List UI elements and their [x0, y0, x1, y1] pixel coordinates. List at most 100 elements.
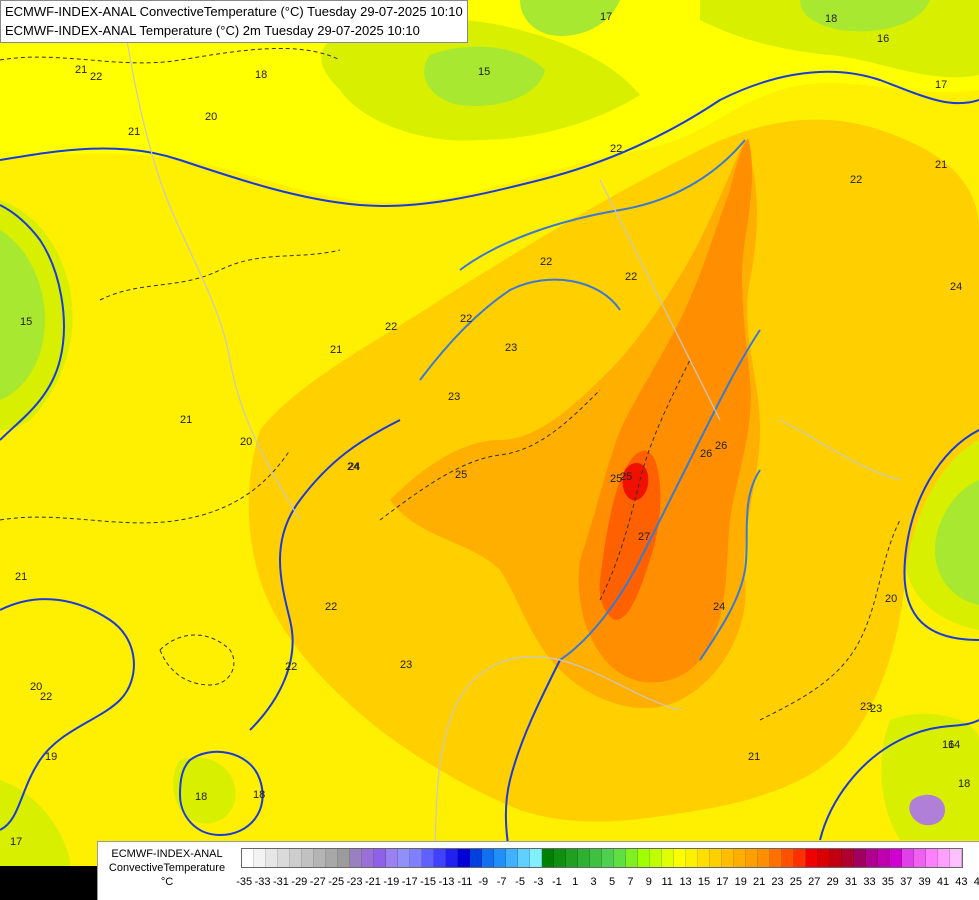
contour-label: 20	[240, 436, 252, 448]
legend-swatch	[902, 849, 914, 867]
legend-swatch	[710, 849, 722, 867]
isotherm-blue-2	[0, 204, 65, 441]
green-zone-topright	[800, 0, 930, 32]
legend-swatch	[758, 849, 770, 867]
legend-swatch	[470, 849, 482, 867]
legend-tick-label: -31	[273, 876, 289, 888]
legend-tick-label: 35	[881, 876, 894, 888]
legend-tick-label: -33	[254, 876, 271, 888]
contour-label: 17	[600, 11, 612, 23]
contour-label: 14	[948, 739, 960, 751]
contour-label: 25	[610, 473, 622, 485]
legend-tick-label: 17	[716, 876, 729, 888]
isotherm-steel-2	[419, 278, 621, 381]
isotherm-steel-4	[699, 469, 761, 661]
contour-label: 25	[455, 469, 467, 481]
contour-label: 21	[128, 126, 140, 138]
legend-swatch	[338, 849, 350, 867]
contour-label: 22	[540, 256, 552, 268]
legend-title-source: ECMWF-INDEX-ANAL	[111, 848, 223, 860]
contour-label: 22	[385, 321, 397, 333]
contour-label: 23	[448, 391, 460, 403]
legend-swatch	[362, 849, 374, 867]
legend-tick-label: 7	[627, 876, 634, 888]
country-border-1	[119, 0, 301, 521]
legend-swatch	[578, 849, 590, 867]
contour-label: 23	[400, 659, 412, 671]
legend-swatch	[386, 849, 398, 867]
contour-label: 16	[877, 33, 889, 45]
legend-tick-label: -25	[328, 876, 345, 888]
legend-swatch	[842, 849, 854, 867]
legend-title: ECMWF-INDEX-ANAL ConvectiveTemperature °…	[102, 847, 232, 889]
country-border-2	[429, 656, 681, 900]
legend-swatch	[590, 849, 602, 867]
contour-label: 18	[195, 791, 207, 803]
legend-color-bar	[241, 848, 963, 868]
legend-swatch	[830, 849, 842, 867]
title-temperature: ECMWF-INDEX-ANAL Temperature (°C) 2m Tue…	[5, 23, 420, 38]
legend-tick-label: -15	[420, 876, 437, 888]
contour-label: 21	[75, 64, 87, 76]
contour-label: 18	[253, 789, 265, 801]
legend-swatch	[542, 849, 554, 867]
legend-tick-label: 25	[789, 876, 803, 888]
legend-tick-label: 19	[734, 876, 747, 888]
green-zone-topleft	[520, 0, 620, 36]
legend-swatch	[782, 849, 794, 867]
contour-label: 22	[460, 313, 472, 325]
green-zone-north-core	[424, 46, 545, 106]
legend-swatch	[242, 849, 254, 867]
legend-tick-label: 15	[697, 876, 711, 888]
legend-tick-label: 27	[808, 876, 821, 888]
contour-label: 17	[935, 79, 947, 91]
legend-tick-label: -35	[236, 876, 253, 888]
contour-label: 24	[950, 281, 962, 293]
legend-swatch	[950, 849, 962, 867]
contour-label: 21	[330, 344, 342, 356]
isotherm-blue-5	[0, 598, 135, 831]
contour-label: 18	[958, 778, 970, 790]
isotherm-blue-7	[819, 719, 979, 841]
title-convective: ECMWF-INDEX-ANAL ConvectiveTemperature (…	[5, 4, 463, 19]
legend-tick-label: -3	[533, 876, 544, 888]
green-zone-south-small	[173, 757, 236, 824]
legend-tick-label: 1	[572, 876, 579, 888]
legend-swatch	[746, 849, 758, 867]
map-corner-mask	[0, 866, 97, 900]
isotherm-dashed-1	[0, 48, 341, 64]
legend-tick-label: 33	[863, 876, 876, 888]
legend-tick-label: -19	[383, 876, 400, 888]
legend-tick-label: 45	[973, 876, 979, 888]
legend-tick-label: 9	[645, 876, 652, 888]
legend-swatch	[326, 849, 338, 867]
legend-swatch	[506, 849, 518, 867]
legend-swatch	[722, 849, 734, 867]
legend-tick-label: 3	[590, 876, 597, 888]
color-legend: ECMWF-INDEX-ANAL ConvectiveTemperature °…	[97, 841, 979, 900]
legend-swatch	[914, 849, 926, 867]
legend-swatch	[938, 849, 950, 867]
contour-label: 21	[15, 571, 27, 583]
legend-tick-label: -13	[438, 876, 455, 888]
legend-swatch	[818, 849, 830, 867]
legend-tick-label: 37	[900, 876, 913, 888]
legend-swatch	[566, 849, 578, 867]
isotherm-dashed-2	[0, 449, 291, 524]
contour-label: 21	[748, 751, 760, 763]
legend-swatch	[626, 849, 638, 867]
contour-label: 21	[935, 159, 947, 171]
legend-swatch	[494, 849, 506, 867]
legend-tick-label: 29	[826, 876, 839, 888]
legend-tick-label: 43	[955, 876, 968, 888]
legend-swatch	[662, 849, 674, 867]
contour-label: 19	[45, 751, 57, 763]
contour-label: 22	[285, 661, 297, 673]
contour-label: 23	[870, 703, 882, 715]
contour-label: 22	[625, 271, 637, 283]
legend-tick-label: -7	[496, 876, 507, 888]
legend-tick-label: -21	[364, 876, 381, 888]
contour-label: 20	[885, 593, 897, 605]
